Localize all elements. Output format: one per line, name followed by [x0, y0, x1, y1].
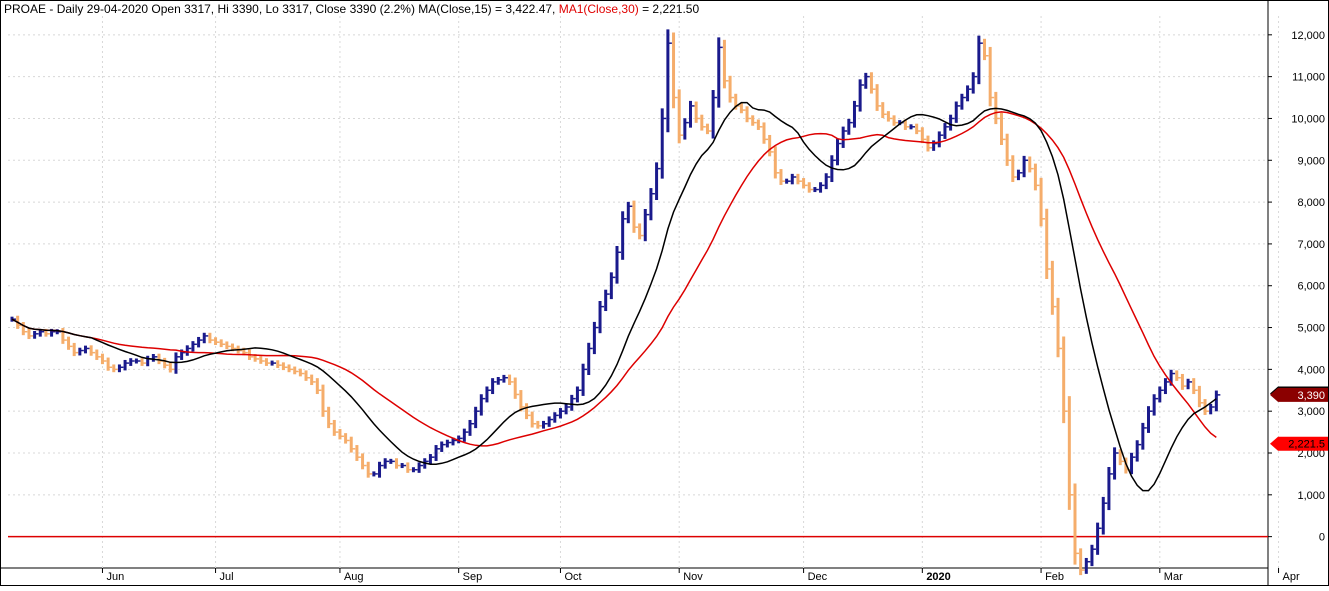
y-tick-label: 0 [1319, 532, 1325, 544]
chart-header: PROAE - Daily 29-04-2020 Open 3317, Hi 3… [4, 2, 700, 16]
y-tick-label: 5,000 [1297, 323, 1325, 335]
y-tick-label: 8,000 [1297, 197, 1325, 209]
x-tick-label: Feb [1045, 571, 1064, 583]
x-tick-label: 2020 [926, 571, 950, 583]
close-value-tag [1270, 387, 1328, 402]
y-tick-label: 3,000 [1297, 406, 1325, 418]
y-tick-label: 10,000 [1291, 113, 1325, 125]
x-tick-label: Jun [106, 571, 124, 583]
y-tick-label: 1,000 [1297, 490, 1325, 502]
close-value-tag-label: 3,390 [1297, 390, 1325, 402]
x-tick-label: Sep [463, 571, 483, 583]
ma30-value-tag-label: 2,221.5 [1288, 439, 1325, 451]
ma30-legend-value: = 2,221.50 [642, 2, 700, 16]
x-tick-label: Oct [564, 571, 581, 583]
y-tick-label: 6,000 [1297, 281, 1325, 293]
y-tick-label: 12,000 [1291, 30, 1325, 42]
ma30-legend: MA1(Close,30) [558, 2, 639, 16]
x-tick-label: Jul [220, 571, 234, 583]
ma15-legend: MA(Close,15) = 3,422.47, [418, 2, 556, 16]
ma30-line [11, 111, 1217, 447]
y-tick-label: 4,000 [1297, 364, 1325, 376]
ma30-value-tag [1270, 436, 1328, 451]
x-tick-label: Aug [344, 571, 364, 583]
y-tick-label: 9,000 [1297, 155, 1325, 167]
symbol-label: PROAE [4, 2, 47, 16]
y-tick-label: 2,000 [1297, 448, 1325, 460]
x-tick-label: Mar [1164, 571, 1183, 583]
ohlc-info: Daily 29-04-2020 Open 3317, Hi 3390, Lo … [56, 2, 415, 16]
x-tick-label: Nov [683, 571, 703, 583]
ma15-line [11, 101, 1217, 492]
x-tick-label: Apr [1283, 571, 1300, 583]
y-tick-label: 11,000 [1292, 72, 1325, 84]
x-tick-label: Dec [808, 571, 828, 583]
y-tick-label: 7,000 [1297, 239, 1325, 251]
